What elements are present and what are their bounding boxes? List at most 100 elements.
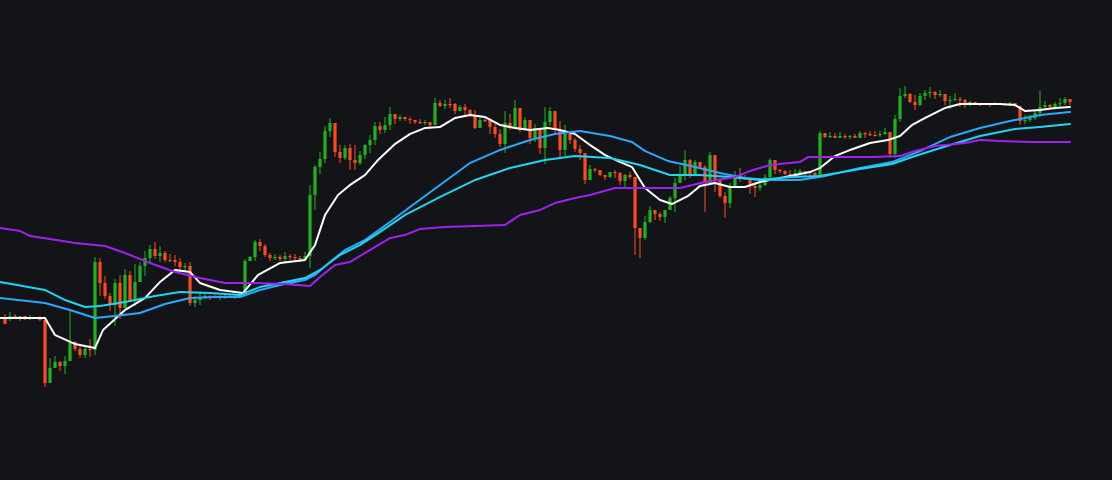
candle-body xyxy=(523,120,527,130)
candle-body xyxy=(458,107,462,111)
candle-body xyxy=(658,214,662,217)
candle xyxy=(833,133,837,138)
candle xyxy=(958,97,962,107)
candle-body xyxy=(843,136,847,138)
candle-body xyxy=(148,249,152,258)
candle-body xyxy=(353,160,357,163)
candle xyxy=(318,152,322,174)
candle-body xyxy=(603,175,607,177)
candle xyxy=(888,132,892,158)
candle-body xyxy=(748,179,752,186)
candle xyxy=(413,120,417,124)
candle xyxy=(653,210,657,220)
candle xyxy=(118,275,122,319)
candle xyxy=(588,165,592,180)
candle-body xyxy=(1048,105,1052,107)
candle-body xyxy=(768,160,772,177)
candle xyxy=(608,172,612,178)
candle xyxy=(323,126,327,163)
candle xyxy=(918,93,922,106)
candle xyxy=(378,122,382,134)
candle-body xyxy=(828,136,832,138)
candle xyxy=(168,254,172,262)
candle xyxy=(768,158,772,178)
candle xyxy=(263,244,267,257)
candle xyxy=(493,124,497,138)
candle xyxy=(163,251,167,262)
candle-body xyxy=(308,195,312,256)
candle xyxy=(908,93,912,103)
candle-body xyxy=(823,133,827,137)
candle xyxy=(478,117,482,128)
candle-body xyxy=(428,122,432,125)
candle-body xyxy=(358,155,362,163)
candle xyxy=(558,121,562,157)
candle xyxy=(358,151,362,165)
candle-body xyxy=(1008,103,1012,105)
candle xyxy=(448,98,452,108)
candle-body xyxy=(848,136,852,138)
candle-body xyxy=(853,136,857,138)
candle xyxy=(258,239,262,251)
candle xyxy=(718,180,722,198)
candle xyxy=(548,107,552,126)
candle-body xyxy=(953,99,957,101)
candle xyxy=(293,254,297,261)
candle xyxy=(663,210,667,223)
candle xyxy=(43,320,47,387)
candle xyxy=(173,255,177,266)
candle-body xyxy=(533,128,537,138)
candle-body xyxy=(1053,104,1057,107)
candle xyxy=(878,131,882,137)
candle xyxy=(98,258,102,296)
candle-body xyxy=(113,283,117,305)
candle-body xyxy=(858,133,862,138)
candle-body xyxy=(653,210,657,214)
candle xyxy=(868,131,872,136)
candle xyxy=(628,172,632,179)
candle xyxy=(1068,99,1072,105)
candle xyxy=(513,100,517,128)
candle-body xyxy=(638,228,642,238)
candle-body xyxy=(508,123,512,128)
candle xyxy=(253,240,257,261)
candle xyxy=(618,172,622,185)
candle-body xyxy=(708,155,712,183)
candle-body xyxy=(438,103,442,106)
candle xyxy=(348,144,352,170)
candle-body xyxy=(323,131,327,159)
candle xyxy=(873,131,877,137)
candle xyxy=(403,117,407,121)
candle xyxy=(388,107,392,130)
candle-body xyxy=(43,320,47,383)
candle xyxy=(398,115,402,121)
candle xyxy=(343,145,347,160)
candle xyxy=(928,87,932,98)
candle-body xyxy=(408,119,412,121)
candle xyxy=(643,216,647,240)
candle-body xyxy=(73,342,77,349)
candle-body xyxy=(558,130,562,150)
candle xyxy=(83,346,87,358)
candle xyxy=(708,152,712,185)
candle xyxy=(328,118,332,137)
candle-body xyxy=(108,296,112,305)
candle-body xyxy=(1043,105,1047,107)
candle xyxy=(578,145,582,160)
candle xyxy=(633,177,637,255)
candle-body xyxy=(338,152,342,158)
candle-body xyxy=(903,94,907,96)
candle xyxy=(138,262,142,282)
candle xyxy=(248,256,252,261)
candle-body xyxy=(613,172,617,174)
candle-body xyxy=(448,104,452,106)
candle xyxy=(903,86,907,98)
candle xyxy=(598,170,602,176)
candle-body xyxy=(98,262,102,283)
candle xyxy=(183,263,187,271)
candle xyxy=(103,276,107,299)
candle xyxy=(673,178,677,212)
candle-body xyxy=(133,282,137,301)
candle-body xyxy=(938,94,942,96)
candle xyxy=(613,170,617,178)
